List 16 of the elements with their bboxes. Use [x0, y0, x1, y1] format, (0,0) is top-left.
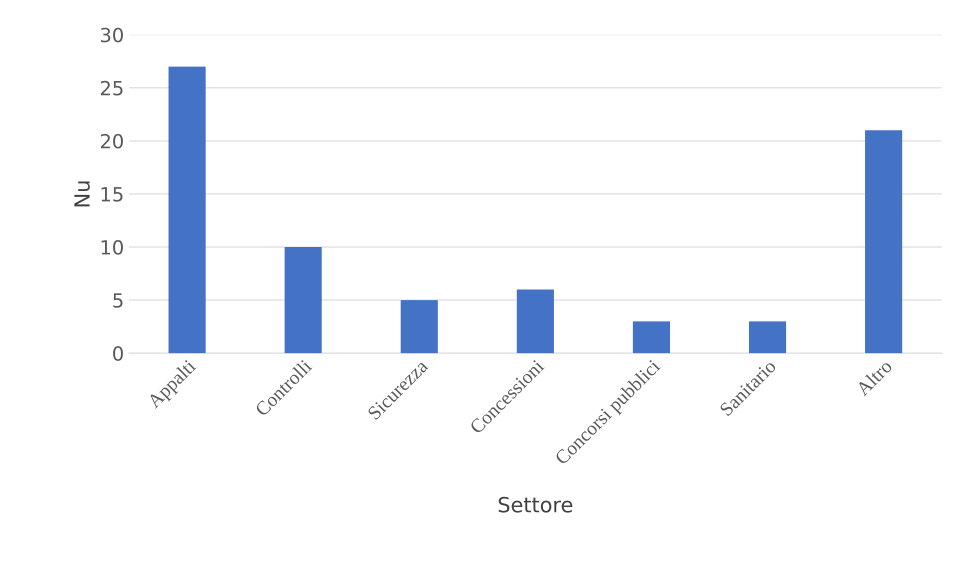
- y-tick-label: 10: [102, 240, 123, 255]
- bar: [516, 290, 554, 354]
- bar: [400, 300, 438, 354]
- bar: [865, 130, 902, 354]
- y-tick-label: 25: [100, 80, 122, 96]
- bar: [632, 321, 670, 354]
- bar: [748, 321, 786, 354]
- y-tick-label: 0: [113, 346, 123, 361]
- y-tick-label: 20: [100, 134, 123, 149]
- bar: [168, 66, 206, 354]
- y-tick-label: 30: [100, 28, 123, 42]
- x-axis-title: Settore: [498, 496, 572, 513]
- y-axis-title: Nu: [74, 181, 90, 206]
- y-tick-label: 5: [113, 293, 122, 308]
- y-tick-label: 15: [102, 187, 122, 202]
- bar: [284, 247, 322, 354]
